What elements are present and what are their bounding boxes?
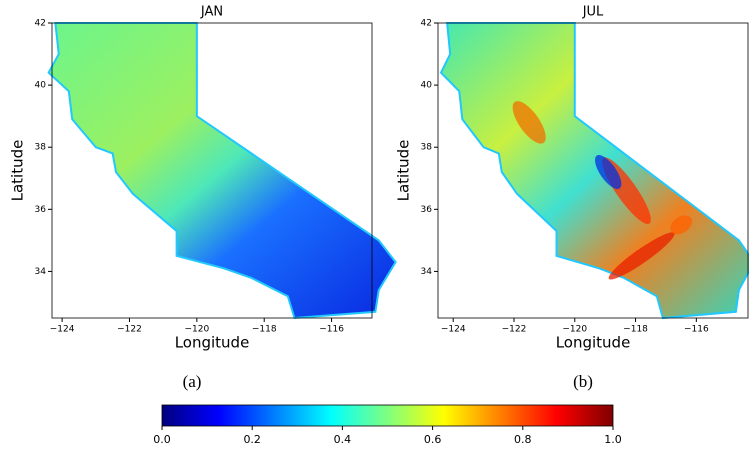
y-tick-label: 36 [421, 205, 433, 215]
colorbar-tick-label: 0.8 [514, 433, 532, 446]
y-tick-label: 42 [35, 19, 46, 29]
x-tick-label: −118 [252, 325, 277, 335]
chart-title: JUL [582, 5, 604, 20]
x-axis-label: Longitude [556, 334, 631, 352]
caption: (a) [183, 372, 202, 391]
x-tick-label: −120 [562, 325, 587, 335]
y-tick-label: 40 [421, 81, 433, 91]
y-tick-label: 38 [421, 143, 433, 153]
y-axis-label: Latitude [395, 140, 413, 202]
x-tick-label: −120 [184, 325, 209, 335]
x-tick-label: −122 [502, 325, 527, 335]
x-tick-label: −118 [623, 325, 648, 335]
y-tick-label: 36 [35, 205, 47, 215]
y-tick-label: 40 [35, 81, 47, 91]
y-tick-label: 38 [35, 143, 47, 153]
colorbar-tick-label: 0.6 [424, 433, 442, 446]
caption: (b) [573, 372, 593, 391]
hot-zone [512, 101, 546, 144]
x-tick-label: −122 [117, 325, 142, 335]
plot-frame [51, 22, 373, 319]
colorbar-tick-label: 0.2 [243, 433, 261, 446]
y-axis-label: Latitude [9, 140, 27, 202]
state-region [439, 22, 749, 320]
x-tick-label: −116 [319, 325, 344, 335]
x-axis-label: Longitude [175, 334, 250, 352]
colorbar-tick-label: 1.0 [604, 433, 622, 446]
colorbar-tick-label: 0.4 [334, 433, 352, 446]
plot-frame [437, 22, 749, 319]
colorbar [161, 404, 614, 427]
y-tick-label: 42 [421, 19, 432, 29]
hot-zone [670, 215, 692, 235]
y-tick-label: 34 [421, 267, 433, 277]
map-panel: −124 −122 −120 −118 −116 34 36 38 40 42 JUL Longitu… [395, 5, 749, 391]
hot-zone [608, 232, 675, 280]
y-tick-label: 34 [35, 267, 47, 277]
x-tick-label: −116 [684, 325, 709, 335]
chart-title: JAN [200, 5, 223, 20]
x-tick-label: −124 [441, 325, 466, 335]
state-region [47, 22, 397, 320]
map-panel: −124 −122 −120 −118 −116 34 36 38 40 42 JAN Longitu… [9, 5, 397, 391]
x-tick-label: −124 [50, 325, 75, 335]
hot-zone [594, 155, 622, 190]
colorbar-tick-label: 0.0 [153, 433, 171, 446]
